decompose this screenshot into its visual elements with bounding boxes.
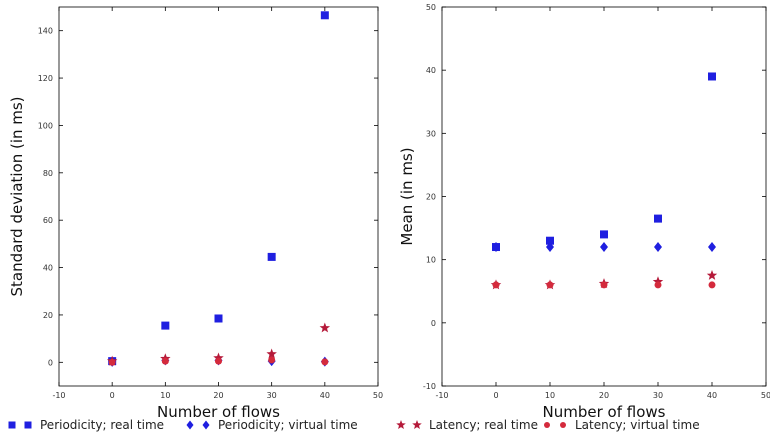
data-point: [215, 357, 222, 365]
series-diamond: [492, 242, 716, 253]
data-point: [492, 281, 500, 289]
data-point: [654, 281, 662, 289]
series-circle: [492, 281, 716, 289]
legend-entry: Latency; virtual time: [544, 418, 700, 432]
data-point: [320, 11, 329, 20]
data-point: [708, 72, 716, 81]
legend-marker: [412, 420, 422, 430]
x-axis-label: Number of flows: [157, 403, 280, 421]
data-point: [546, 242, 554, 253]
x-tick-label: 50: [373, 391, 383, 400]
y-tick-label: 40: [426, 66, 436, 75]
data-point: [161, 321, 170, 330]
data-point: [268, 356, 276, 364]
legend-marker: [396, 420, 406, 430]
data-point: [708, 281, 716, 289]
x-tick-label: 0: [493, 391, 498, 400]
data-point: [492, 242, 500, 253]
y-tick-label: 10: [426, 256, 436, 265]
x-axis-label: Number of flows: [543, 403, 666, 421]
data-point: [654, 214, 662, 223]
y-axis-label: Mean (in ms): [398, 147, 416, 245]
chart-std-deviation: -10 0 10 20 30 40 50 0 20 40 60 80 100 120 140 Number o…: [8, 6, 383, 421]
data-point: [600, 242, 608, 253]
x-tick-label: 0: [110, 391, 115, 400]
x-tick-label: 20: [599, 391, 609, 400]
legend-marker: [560, 422, 566, 428]
legend-label: Latency; real time: [429, 418, 538, 432]
x-tick-label: 30: [653, 391, 663, 400]
data-point: [654, 242, 662, 253]
series-square: [108, 11, 329, 366]
plot-frame: [441, 6, 767, 387]
legend-marker: [186, 420, 194, 430]
data-point: [214, 314, 223, 323]
data-point: [706, 269, 718, 280]
y-tick-label: 0: [48, 358, 53, 367]
legend-entry: Periodicity; virtual time: [186, 418, 358, 432]
y-tick-label: 80: [43, 169, 53, 178]
legend-entry: Periodicity; real time: [8, 418, 164, 432]
x-tick-label: -10: [52, 391, 65, 400]
legend-label: Periodicity; virtual time: [218, 418, 358, 432]
legend-label: Latency; virtual time: [575, 418, 700, 432]
data-point: [600, 281, 608, 289]
y-tick-label: 40: [43, 264, 53, 273]
y-tick-label: -10: [423, 382, 436, 391]
x-tick-label: -10: [435, 391, 448, 400]
y-tick-label: 100: [38, 121, 53, 130]
data-point: [600, 230, 608, 239]
x-tick-label: 50: [761, 391, 770, 400]
data-point: [708, 242, 716, 253]
x-tick-label: 10: [160, 391, 170, 400]
data-point: [546, 236, 554, 245]
legend-label: Periodicity; real time: [40, 418, 164, 432]
legend-marker: [8, 421, 16, 429]
y-axis-label: Standard deviation (in ms): [8, 96, 26, 296]
x-tick-label: 30: [267, 391, 277, 400]
legend-entry: Latency; real time: [396, 418, 538, 432]
legend-marker: [24, 421, 32, 429]
y-tick-label: 20: [43, 311, 53, 320]
y-tick-label: 50: [426, 3, 436, 12]
data-point: [319, 322, 331, 333]
data-point: [321, 358, 329, 366]
data-point: [161, 357, 169, 365]
data-point: [213, 352, 224, 363]
y-tick-label: 140: [38, 27, 53, 36]
y-tick-label: 30: [426, 129, 436, 138]
legend-marker: [202, 420, 210, 430]
data-point: [266, 348, 277, 359]
y-tick-label: 60: [43, 216, 53, 225]
legend: Periodicity; real time Periodicity; virtu…: [8, 418, 700, 432]
chart-mean: -10 0 10 20 30 40 50 -10 0 10 20 30 40 50 Number of fl…: [398, 3, 770, 421]
data-point: [652, 276, 664, 287]
data-point: [546, 281, 554, 289]
legend-marker: [544, 422, 550, 428]
series-square: [492, 72, 716, 252]
y-tick-label: 20: [426, 193, 436, 202]
x-tick-label: 20: [213, 391, 223, 400]
x-tick-label: 40: [707, 391, 717, 400]
plot-frame: [58, 6, 379, 387]
series-circle: [108, 356, 329, 366]
y-tick-label: 0: [431, 319, 436, 328]
data-point: [108, 358, 116, 366]
x-tick-label: 10: [545, 391, 555, 400]
data-point: [267, 252, 276, 261]
y-tick-label: 120: [38, 74, 53, 83]
x-tick-label: 40: [320, 391, 330, 400]
